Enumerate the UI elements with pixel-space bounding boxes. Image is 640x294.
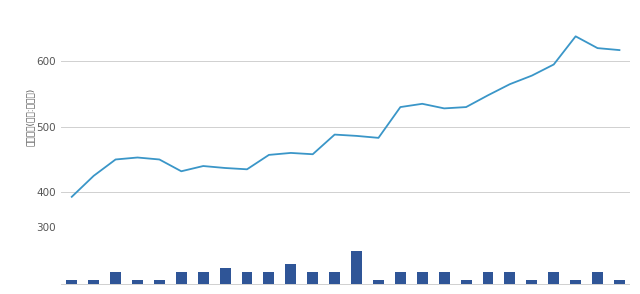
Bar [504, 272, 515, 284]
Bar [395, 272, 406, 284]
Bar [307, 272, 318, 284]
Bar [417, 272, 428, 284]
Bar [483, 272, 493, 284]
Bar [461, 280, 472, 284]
Bar [329, 272, 340, 284]
Bar [241, 272, 253, 284]
Bar [438, 272, 450, 284]
Bar [373, 280, 384, 284]
Bar [264, 272, 275, 284]
Bar [592, 272, 603, 284]
Bar [526, 280, 538, 284]
Bar [285, 264, 296, 284]
Bar [110, 272, 121, 284]
Bar [351, 251, 362, 284]
Bar [614, 280, 625, 284]
Bar [176, 272, 187, 284]
Bar [198, 272, 209, 284]
Bar [67, 280, 77, 284]
Bar [570, 280, 581, 284]
Bar [548, 272, 559, 284]
Bar [154, 280, 165, 284]
Bar [132, 280, 143, 284]
Y-axis label: 거래금액(단위:백만원): 거래금액(단위:백만원) [26, 88, 35, 146]
Bar [88, 280, 99, 284]
Bar [220, 268, 230, 284]
